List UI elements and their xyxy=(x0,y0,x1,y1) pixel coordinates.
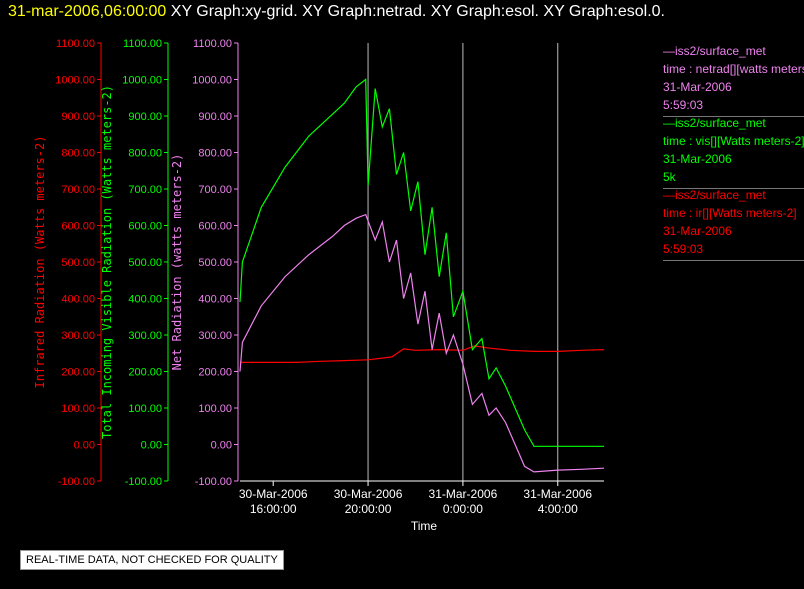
y-tick-label: 700.00 xyxy=(61,184,95,196)
y-tick-label: 800.00 xyxy=(198,148,232,160)
y-tick-label: 1000.00 xyxy=(122,75,162,87)
y-tick-label: 1000.00 xyxy=(192,75,232,87)
series-line-netrad xyxy=(239,213,605,473)
y-tick-label: 0.00 xyxy=(74,440,95,452)
legend-source: —iss2/surface_met xyxy=(663,116,766,130)
y-tick-label: -100.00 xyxy=(195,476,232,488)
y-tick-label: 1000.00 xyxy=(55,75,95,87)
y-tick-label: 1100.00 xyxy=(123,38,162,50)
y-axis-label: Infrared Radiation (Watts meters-2) xyxy=(33,136,47,389)
legend-variable: time : netrad[][watts meters-2] xyxy=(663,62,804,76)
y-tick-label: 1100.00 xyxy=(193,38,232,50)
y-tick-label: 800.00 xyxy=(61,148,95,160)
y-tick-label: -100.00 xyxy=(125,476,162,488)
x-tick-label: 20:00:00 xyxy=(345,502,392,516)
y-tick-label: 600.00 xyxy=(61,221,95,233)
y-tick-label: 900.00 xyxy=(198,111,232,123)
x-tick-label: 30-Mar-2006 xyxy=(239,487,308,501)
y-tick-label: 300.00 xyxy=(198,330,232,342)
y-tick-label: 100.00 xyxy=(128,403,162,415)
title-bar: 31-mar-2006,06:00:00 XY Graph:xy-grid. X… xyxy=(8,3,665,21)
legend-source: —iss2/surface_met xyxy=(663,188,766,202)
legend-time: 5:59:03 xyxy=(663,242,704,256)
y-axis-label: Total Incoming Visible Radiation (Watts … xyxy=(100,85,114,439)
x-tick-label: 31-Mar-2006 xyxy=(523,487,592,501)
legend-time: 5:59:03 xyxy=(663,98,704,112)
y-tick-label: 100.00 xyxy=(61,403,95,415)
x-tick-label: 30-Mar-2006 xyxy=(334,487,403,501)
legend-date: 31-Mar-2006 xyxy=(663,152,732,166)
legend-variable: time : ir[][Watts meters-2] xyxy=(663,206,797,220)
legend-source: —iss2/surface_met xyxy=(663,44,766,58)
y-tick-label: -100.00 xyxy=(58,476,95,488)
series-line-ir xyxy=(240,345,605,363)
y-tick-label: 600.00 xyxy=(128,221,162,233)
series-line-vis xyxy=(239,78,604,447)
y-tick-label: 200.00 xyxy=(61,367,95,379)
y-tick-label: 500.00 xyxy=(61,257,95,269)
legend-time: 5k xyxy=(663,170,676,184)
x-tick-label: 0:00:00 xyxy=(443,502,483,516)
y-tick-label: 0.00 xyxy=(211,440,232,452)
y-tick-label: 900.00 xyxy=(128,111,162,123)
y-tick-label: 600.00 xyxy=(198,221,232,233)
y-tick-label: 400.00 xyxy=(128,294,162,306)
y-tick-label: 500.00 xyxy=(128,257,162,269)
legend-date: 31-Mar-2006 xyxy=(663,80,732,94)
x-tick-label: 4:00:00 xyxy=(538,502,578,516)
title-date: 31-mar-2006,06:00:00 xyxy=(8,3,167,20)
quality-notice: REAL-TIME DATA, NOT CHECKED FOR QUALITY xyxy=(20,550,284,570)
y-tick-label: 1100.00 xyxy=(56,38,95,50)
legend-vis: —iss2/surface_met time : vis[][Watts met… xyxy=(663,114,804,189)
legend-variable: time : vis[][Watts meters-2] xyxy=(663,134,804,148)
y-tick-label: 100.00 xyxy=(198,403,232,415)
y-tick-label: 400.00 xyxy=(198,294,232,306)
legend-ir: —iss2/surface_met time : ir[][Watts mete… xyxy=(663,186,804,261)
y-tick-label: 900.00 xyxy=(61,111,95,123)
x-tick-label: 31-Mar-2006 xyxy=(429,487,498,501)
x-axis-label: Time xyxy=(411,519,438,533)
y-tick-label: 300.00 xyxy=(61,330,95,342)
y-tick-label: 400.00 xyxy=(61,294,95,306)
y-tick-label: 500.00 xyxy=(198,257,232,269)
y-tick-label: 0.00 xyxy=(141,440,162,452)
legend-date: 31-Mar-2006 xyxy=(663,224,732,238)
y-tick-label: 700.00 xyxy=(128,184,162,196)
y-tick-label: 800.00 xyxy=(128,148,162,160)
y-tick-label: 200.00 xyxy=(128,367,162,379)
title-graphs: XY Graph:xy-grid. XY Graph:netrad. XY Gr… xyxy=(170,3,665,20)
y-axis-label: Net Radiation (watts meters-2) xyxy=(170,154,184,371)
y-tick-label: 300.00 xyxy=(128,330,162,342)
legend-netrad: —iss2/surface_met time : netrad[][watts … xyxy=(663,42,804,117)
y-tick-label: 700.00 xyxy=(198,184,232,196)
x-tick-label: 16:00:00 xyxy=(250,502,297,516)
y-tick-label: 200.00 xyxy=(198,367,232,379)
